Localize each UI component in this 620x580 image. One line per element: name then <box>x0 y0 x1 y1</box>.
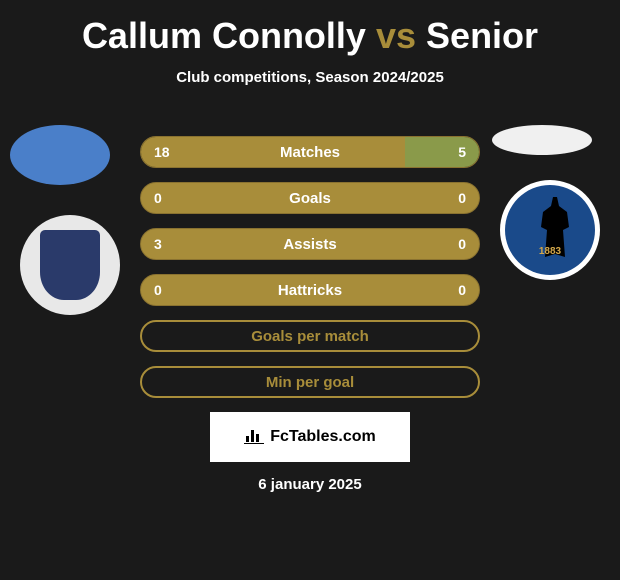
footer-brand-badge[interactable]: FcTables.com <box>210 412 410 462</box>
player1-avatar <box>10 125 110 185</box>
stat-row-mpg: Min per goal <box>140 366 480 398</box>
stat-empty-gpm: Goals per match <box>140 320 480 352</box>
stat-val-right: 5 <box>458 136 466 168</box>
club2-badge-circle: 1883 <box>505 185 595 275</box>
stat-row-matches: 18 5 Matches <box>140 136 480 168</box>
stat-val-right: 0 <box>458 274 466 306</box>
club2-year: 1883 <box>505 246 595 257</box>
stat-seg-right <box>405 137 479 167</box>
stat-row-assists: 3 0 Assists <box>140 228 480 260</box>
stat-bar-matches <box>140 136 480 168</box>
player2-avatar <box>492 125 592 155</box>
subtitle: Club competitions, Season 2024/2025 <box>0 69 620 86</box>
stat-bar-hattricks <box>140 274 480 306</box>
stat-bar-goals <box>140 182 480 214</box>
club1-badge <box>20 215 120 315</box>
club2-badge: 1883 <box>500 180 600 280</box>
player2-name: Senior <box>426 15 538 56</box>
page-title: Callum Connolly vs Senior <box>0 15 620 57</box>
stat-val-right: 0 <box>458 182 466 214</box>
stat-row-hattricks: 0 0 Hattricks <box>140 274 480 306</box>
stat-val-left: 0 <box>154 274 162 306</box>
stat-val-left: 0 <box>154 182 162 214</box>
vs-text: vs <box>376 15 416 56</box>
stat-row-gpm: Goals per match <box>140 320 480 352</box>
main-container: Callum Connolly vs Senior Club competiti… <box>0 0 620 503</box>
player1-name: Callum Connolly <box>82 15 366 56</box>
stat-bar-assists <box>140 228 480 260</box>
brand-text: FcTables.com <box>270 428 376 446</box>
date-text: 6 january 2025 <box>0 476 620 493</box>
stat-row-goals: 0 0 Goals <box>140 182 480 214</box>
stat-val-left: 18 <box>154 136 170 168</box>
stat-val-left: 3 <box>154 228 162 260</box>
stat-empty-mpg: Min per goal <box>140 366 480 398</box>
chart-icon <box>244 426 264 449</box>
club1-badge-shield <box>40 230 100 300</box>
stat-seg-left <box>141 137 405 167</box>
stat-val-right: 0 <box>458 228 466 260</box>
